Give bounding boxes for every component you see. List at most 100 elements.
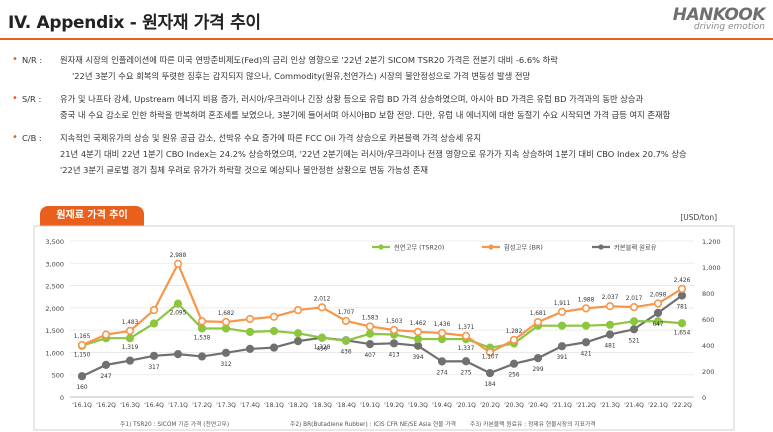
data-label: 2,037 (602, 295, 619, 301)
data-point (389, 325, 399, 335)
data-label: 2,988 (170, 253, 187, 259)
data-point (149, 319, 159, 328)
data-point (197, 317, 207, 326)
data-point (317, 333, 327, 342)
data-label: 481 (604, 343, 615, 349)
bullet-icon: • (12, 93, 18, 104)
data-point (197, 324, 207, 333)
data-label: 413 (388, 352, 399, 358)
right-tick-label: 400 (702, 342, 714, 350)
bullet-line: '22년 3분기 글로벌 경기 침체 우려로 유가가 하락할 것으로 예상되나 … (60, 165, 429, 175)
x-tick-label: '19.1Q (360, 402, 380, 409)
data-point (629, 317, 639, 326)
data-point (269, 326, 279, 336)
data-label: 2,095 (170, 311, 187, 317)
data-point (653, 299, 663, 308)
legend-swatch-marker (488, 244, 494, 250)
x-tick-label: '21.3Q (600, 402, 620, 409)
data-point (413, 341, 423, 350)
data-point (605, 302, 615, 311)
x-tick-label: '17.3Q (216, 402, 236, 409)
data-point (173, 259, 183, 268)
data-point (341, 336, 351, 345)
legend-label: 천연고무 (TSR20) (394, 243, 444, 252)
x-tick-label: '16.3Q (120, 402, 140, 409)
data-point (557, 342, 567, 351)
x-tick-label: '16.4Q (144, 402, 164, 409)
bullet-tag: N/R : (22, 55, 43, 65)
data-label: 1,681 (530, 311, 547, 317)
data-label: 1,107 (482, 355, 499, 361)
x-tick-label: '16.2Q (96, 402, 116, 409)
data-label: 1,282 (506, 329, 523, 335)
data-point (557, 307, 567, 316)
data-point (485, 348, 495, 357)
data-label: 2,426 (674, 278, 691, 284)
data-label: 160 (76, 385, 87, 391)
data-point (365, 339, 375, 349)
data-point (173, 350, 183, 359)
chart-unit: [USD/ton] (680, 213, 717, 222)
data-label: 1,988 (578, 297, 595, 303)
x-tick-label: '18.3Q (312, 402, 332, 409)
data-label: 647 (652, 322, 663, 328)
data-point (245, 344, 255, 354)
data-point (485, 368, 495, 378)
x-tick-label: '22.2Q (672, 402, 692, 409)
data-point (125, 334, 135, 343)
chart-tab: 원재료 가격 추이 (40, 206, 144, 226)
logo-tagline: driving emotion (693, 22, 765, 32)
bullet-icon: • (12, 54, 18, 65)
data-label: 1,150 (74, 353, 91, 359)
data-point (149, 351, 159, 360)
right-tick-label: 0 (702, 394, 706, 402)
bullet-line: 유가 및 나프타 강세, Upstream 에너지 비용 증가, 러시아/우크라… (60, 94, 644, 104)
x-tick-label: '17.1Q (168, 402, 188, 409)
x-tick-label: '22.1Q (648, 402, 668, 409)
data-point (293, 337, 303, 346)
data-label: 275 (460, 370, 471, 376)
x-tick-label: '20.3Q (504, 402, 524, 409)
commentary-list: • N/R : 원자재 시장의 인플레이션에 따른 미국 연방준비제도(Fed)… (8, 52, 768, 185)
data-point (605, 330, 615, 339)
x-tick-label: '21.1Q (552, 402, 572, 409)
data-point (533, 317, 543, 327)
data-label: 1,538 (194, 335, 211, 341)
data-label: 2,098 (650, 292, 667, 298)
data-point (293, 305, 303, 315)
right-tick-label: 1,200 (702, 238, 721, 246)
data-point (365, 322, 375, 331)
x-tick-label: '21.4Q (624, 402, 644, 409)
header-divider (0, 38, 773, 40)
chart-border (33, 225, 735, 431)
bullet-cb: • C/B : 지속적인 국제유가의 상승 및 원유 공급 감소, 선박유 수요… (8, 130, 768, 178)
data-point (461, 357, 471, 366)
data-label: 1,462 (410, 321, 427, 327)
data-point (293, 329, 303, 338)
data-point (413, 334, 423, 344)
data-label: 456 (316, 347, 327, 353)
data-point (77, 372, 87, 381)
data-label: 1,707 (338, 310, 355, 316)
x-tick-label: '20.2Q (480, 402, 500, 409)
data-point (629, 325, 639, 334)
bullet-tag: S/R : (22, 94, 42, 104)
left-tick-label: 1,500 (45, 327, 64, 335)
data-label: 1,483 (122, 320, 139, 326)
data-point (677, 291, 687, 300)
x-tick-label: '18.1Q (264, 402, 284, 409)
data-point (581, 338, 591, 347)
data-label: 1,911 (554, 301, 571, 307)
x-tick-label: '19.2Q (384, 402, 404, 409)
right-tick-label: 200 (702, 368, 714, 376)
legend-label: 합성고무 (BR) (504, 243, 543, 252)
left-tick-label: 500 (52, 372, 64, 380)
data-point (245, 314, 255, 324)
bullet-line: 지속적인 국제유가의 상승 및 원유 공급 감소, 선박유 수요 증가에 따른 … (60, 133, 482, 143)
left-tick-label: 3,000 (45, 260, 64, 268)
data-label: 1,371 (458, 325, 475, 331)
data-point (389, 339, 399, 348)
data-label: 1,319 (122, 345, 139, 351)
data-point (317, 303, 327, 312)
